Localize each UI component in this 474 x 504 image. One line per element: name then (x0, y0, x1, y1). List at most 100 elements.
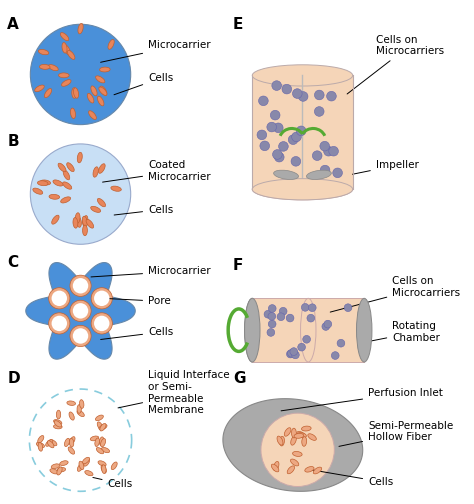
Circle shape (70, 326, 91, 347)
Ellipse shape (284, 428, 291, 436)
Circle shape (286, 314, 294, 322)
Circle shape (279, 142, 288, 151)
Ellipse shape (292, 428, 296, 438)
Circle shape (320, 165, 330, 175)
Ellipse shape (58, 163, 66, 172)
Ellipse shape (100, 86, 107, 95)
Circle shape (303, 336, 310, 343)
Ellipse shape (46, 439, 53, 446)
Ellipse shape (95, 415, 103, 421)
Ellipse shape (80, 400, 84, 408)
Ellipse shape (99, 164, 105, 173)
Ellipse shape (305, 467, 314, 472)
Circle shape (268, 312, 276, 320)
Ellipse shape (45, 89, 52, 98)
Ellipse shape (69, 436, 75, 445)
Ellipse shape (77, 405, 82, 413)
Ellipse shape (38, 435, 44, 443)
Ellipse shape (63, 182, 72, 189)
Circle shape (288, 349, 295, 357)
Ellipse shape (77, 464, 83, 471)
Polygon shape (26, 263, 135, 359)
Ellipse shape (301, 426, 311, 431)
Circle shape (298, 92, 308, 101)
Ellipse shape (273, 170, 299, 179)
Ellipse shape (252, 65, 353, 86)
Circle shape (30, 24, 131, 124)
Bar (252, 298, 364, 362)
Circle shape (291, 157, 301, 166)
Circle shape (73, 278, 88, 293)
Ellipse shape (302, 436, 307, 446)
Circle shape (292, 351, 299, 359)
Circle shape (273, 150, 282, 159)
Ellipse shape (96, 76, 105, 83)
Ellipse shape (36, 443, 45, 448)
Ellipse shape (79, 461, 84, 470)
Ellipse shape (72, 88, 77, 98)
Text: Cells: Cells (114, 205, 173, 215)
Ellipse shape (78, 23, 83, 34)
Circle shape (261, 413, 334, 486)
Ellipse shape (101, 465, 106, 473)
Circle shape (301, 303, 309, 311)
Ellipse shape (62, 80, 71, 86)
Ellipse shape (64, 438, 70, 447)
Circle shape (52, 316, 67, 331)
Circle shape (320, 141, 329, 151)
Ellipse shape (111, 462, 117, 470)
Ellipse shape (54, 424, 62, 429)
Text: Microcarrier: Microcarrier (91, 266, 211, 277)
Ellipse shape (308, 434, 316, 440)
Ellipse shape (60, 461, 68, 466)
Ellipse shape (301, 298, 316, 362)
Ellipse shape (98, 461, 106, 466)
Ellipse shape (98, 96, 104, 106)
Text: D: D (7, 371, 20, 386)
Ellipse shape (76, 217, 82, 227)
Ellipse shape (56, 410, 61, 419)
Circle shape (279, 307, 287, 315)
Ellipse shape (85, 471, 93, 476)
Text: F: F (233, 258, 243, 273)
Text: Liquid Interface
or Semi-
Permeable
Membrane: Liquid Interface or Semi- Permeable Memb… (118, 370, 230, 415)
Circle shape (307, 314, 315, 322)
Circle shape (344, 304, 352, 311)
Ellipse shape (49, 439, 57, 446)
Ellipse shape (291, 459, 299, 466)
Ellipse shape (68, 447, 74, 454)
Ellipse shape (87, 93, 94, 103)
Ellipse shape (294, 433, 304, 438)
Text: Coated
Microcarrier: Coated Microcarrier (102, 160, 211, 182)
Ellipse shape (90, 436, 99, 441)
Ellipse shape (97, 422, 103, 430)
Circle shape (277, 313, 285, 321)
Ellipse shape (96, 448, 104, 454)
Ellipse shape (35, 85, 44, 92)
Circle shape (73, 328, 88, 344)
Ellipse shape (82, 225, 87, 236)
Text: Impeller: Impeller (353, 160, 419, 174)
Text: Microcarrier: Microcarrier (100, 40, 211, 62)
Ellipse shape (51, 464, 60, 469)
Ellipse shape (93, 167, 99, 177)
Ellipse shape (62, 42, 67, 53)
Circle shape (312, 151, 322, 160)
Text: A: A (7, 17, 19, 32)
Ellipse shape (64, 45, 70, 55)
Circle shape (333, 168, 342, 178)
Circle shape (331, 352, 339, 359)
Ellipse shape (73, 88, 79, 98)
Circle shape (309, 304, 316, 311)
Ellipse shape (297, 432, 306, 438)
Circle shape (288, 135, 298, 145)
Ellipse shape (97, 199, 106, 207)
Circle shape (70, 300, 91, 322)
Ellipse shape (95, 438, 100, 447)
Ellipse shape (245, 298, 260, 362)
Ellipse shape (100, 67, 110, 72)
Circle shape (260, 141, 270, 151)
Ellipse shape (99, 87, 107, 95)
Ellipse shape (252, 178, 353, 200)
Circle shape (267, 122, 276, 132)
